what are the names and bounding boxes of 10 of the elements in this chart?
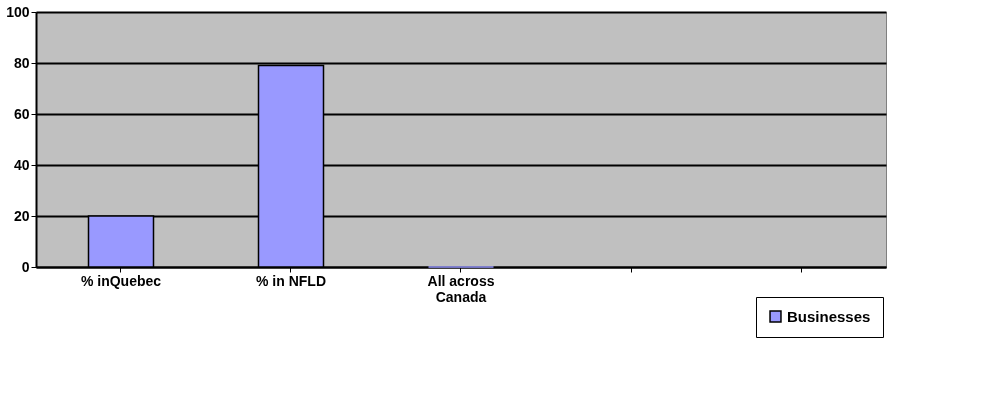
y-tick-label: 40 [13, 156, 30, 173]
y-tick-label: 20 [13, 207, 30, 224]
y-tick-label: 0 [21, 258, 30, 275]
y-tick-label: 100 [6, 3, 30, 20]
x-tick-label: % inQuebec [80, 272, 162, 289]
y-tick-label: 80 [13, 54, 30, 71]
x-tick-label: All across Canada [427, 272, 495, 305]
legend-label: Businesses [787, 307, 871, 325]
x-tick-label: % in NFLD [256, 272, 326, 289]
y-tick-label: 60 [13, 105, 30, 122]
